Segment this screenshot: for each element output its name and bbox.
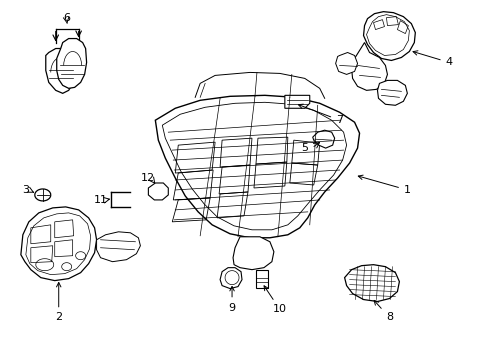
- Polygon shape: [312, 130, 334, 148]
- Polygon shape: [363, 12, 414, 60]
- Text: 10: 10: [264, 286, 286, 315]
- Text: 6: 6: [63, 13, 70, 23]
- Text: 2: 2: [55, 283, 62, 323]
- Polygon shape: [57, 39, 86, 88]
- Text: 11: 11: [93, 195, 107, 205]
- Text: 12: 12: [141, 173, 155, 183]
- Polygon shape: [351, 42, 386, 90]
- Text: 7: 7: [298, 104, 343, 125]
- Text: 9: 9: [228, 287, 235, 312]
- Polygon shape: [233, 237, 273, 270]
- Polygon shape: [155, 95, 359, 238]
- Polygon shape: [344, 265, 399, 302]
- Polygon shape: [335, 53, 357, 75]
- Text: 1: 1: [358, 175, 410, 195]
- Polygon shape: [220, 268, 242, 289]
- Text: 5: 5: [301, 143, 307, 153]
- Polygon shape: [148, 183, 168, 200]
- Polygon shape: [46, 49, 76, 93]
- Polygon shape: [21, 207, 96, 280]
- Text: 3: 3: [22, 185, 29, 195]
- Text: 4: 4: [412, 51, 452, 67]
- Text: 8: 8: [373, 300, 392, 323]
- Polygon shape: [377, 80, 407, 105]
- Polygon shape: [96, 232, 140, 262]
- Polygon shape: [285, 95, 309, 108]
- Polygon shape: [255, 270, 267, 288]
